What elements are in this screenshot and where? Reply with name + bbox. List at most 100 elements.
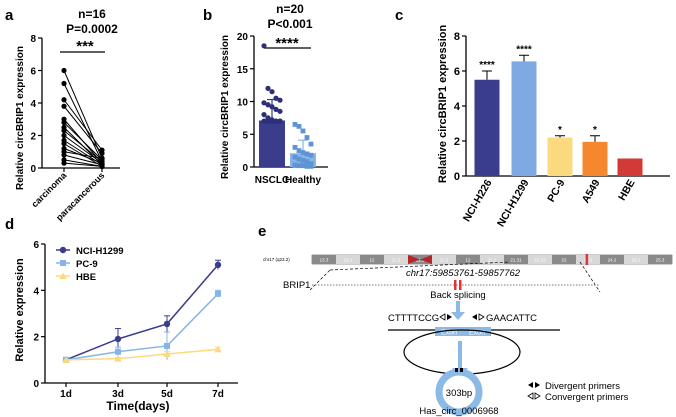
panel-c-sig-0: **** [479, 60, 495, 71]
panel-c-y-tick-label-3: 6 [454, 66, 460, 78]
panel-b-point-1-6 [296, 148, 302, 154]
panel-d-x-tick-label-0: 1d [60, 389, 72, 400]
panel-b-point-0-1 [265, 85, 271, 91]
panel-b-point-0-2 [269, 89, 275, 95]
panel-b-point-0-0 [261, 43, 267, 49]
exon-marker-left [454, 280, 457, 290]
panel-b-point-1-17 [300, 163, 306, 169]
panel-d-marks [62, 259, 222, 364]
panel-b-x-tick-label-1: Healthy [285, 175, 322, 186]
panel-d-line-0 [65, 264, 219, 361]
panel-d-y-tick-label-0: 0 [33, 379, 39, 390]
panel-d-legend: NCI-H1299 PC-9 HBE [56, 246, 124, 283]
panel-a-letter: a [5, 7, 14, 24]
zoom-line-left-lower [309, 269, 331, 291]
panel-b-bar-0 [259, 120, 285, 167]
ideogram-band-2 [360, 255, 384, 264]
divergent-primers-label: Divergent primers [545, 381, 620, 392]
panel-b-point-0-5 [261, 100, 267, 106]
panel-c-x-tick-label-2: PC-9 [545, 177, 567, 204]
panel-b-point-1-11 [296, 156, 302, 162]
arrow-down-icon [451, 301, 465, 320]
panel-b-point-1-5 [292, 144, 298, 150]
panel-b-point-1-18 [304, 163, 310, 169]
panel-a-point-3-1 [99, 150, 105, 156]
panel-b-point-0-8 [273, 106, 279, 112]
panel-d-x-tick-label-2: 5d [161, 389, 173, 400]
panel-d-y-tick-label-2: 4 [33, 286, 39, 297]
ideogram-band-5 [432, 255, 456, 264]
panel-b-point-1-7 [300, 150, 306, 155]
panel-b-y-tick-label-0: 0 [242, 163, 248, 174]
panel-d-point-2-1 [114, 355, 122, 362]
panel-a-point-10-0 [61, 141, 67, 147]
ideogram-band-6 [456, 255, 480, 264]
ideogram-band-label-11: 23.2 [584, 258, 593, 263]
panel-b-point-0-10 [261, 112, 267, 118]
convergent-primer-icon-left [439, 313, 446, 321]
panel-b-point-0-19 [277, 118, 283, 124]
panel-c-y-tick-label-2: 4 [454, 101, 461, 113]
locus-marker [585, 254, 589, 265]
panel-d-x-tick-label-1: 3d [112, 389, 124, 400]
circrna-length: 303bp [446, 388, 472, 399]
panel-b-point-0-15 [261, 118, 267, 124]
panel-b-point-0-9 [277, 108, 283, 114]
panel-a-line-0 [63, 70, 103, 159]
panel-b-x-tick-label-0: NSCLC [255, 175, 289, 186]
panel-b: b n=20 P<0.001 **** Relative circBRIP1 e… [203, 2, 328, 186]
panel-d-legend-label-0: NCI-H1299 [76, 246, 124, 257]
panel-a-n-label: n=16 [78, 7, 106, 21]
panel-a-point-0-0 [61, 67, 67, 74]
panel-b-point-0-7 [269, 104, 275, 110]
panel-b-point-1-8 [304, 151, 310, 157]
panel-a-point-13-0 [61, 152, 67, 158]
primer-mark-b [460, 368, 463, 372]
panel-d-point-0-3 [214, 261, 222, 269]
panel-a-line-11 [63, 148, 103, 164]
panel-e-letter: e [258, 223, 266, 240]
panel-c-sig-3: * [593, 125, 597, 136]
gene-label: BRIP1 [283, 280, 310, 291]
panel-c-x-tick-label-3: A549 [580, 177, 603, 205]
divergent-legend-icon-a [528, 382, 533, 388]
panel-b-point-0-18 [273, 118, 279, 124]
panel-d-point-2-0 [62, 356, 70, 363]
panel-c-sig-1: **** [516, 44, 532, 55]
panel-b-point-0-6 [265, 102, 271, 108]
panel-a-point-15-0 [61, 160, 67, 166]
panel-b-point-1-0 [292, 122, 298, 127]
exon-box-left [435, 327, 463, 336]
panel-c-ylabel: Relative circBRIP1 expression [437, 25, 449, 184]
panel-d-line-1 [65, 293, 219, 361]
panel-a-x-tick-label-0: carcinoma [30, 170, 70, 210]
divergent-primer-icon-left [447, 314, 452, 320]
panel-d: d Relative expression Time(days) 0 2 4 6 1d 3… [5, 216, 238, 413]
panel-d-point-2-3 [214, 345, 222, 353]
ideogram-band-label-13: 25.1 [632, 258, 641, 263]
panel-b-point-0-3 [273, 95, 279, 101]
panel-d-legend-label-2: HBE [76, 272, 96, 283]
panel-a-line-3 [63, 105, 103, 154]
panel-b-y-tick-label-1: 5 [242, 130, 248, 141]
panel-b-point-1-16 [296, 163, 302, 169]
ideogram-band-10 [552, 255, 576, 264]
panel-b-point-1-14 [308, 161, 314, 167]
panel-d-xlabel: Time(days) [106, 399, 169, 413]
exon-label-right: Exon [469, 330, 485, 337]
panel-a-p-label: P=0.0002 [66, 22, 118, 36]
zoom-line-left [329, 261, 511, 271]
panel-b-y-tick-label-2: 10 [237, 98, 249, 109]
panel-a-y-tick-label-0: 0 [30, 164, 36, 175]
panel-c-bar-1 [511, 61, 537, 176]
divergent-primer-icon-right [472, 314, 477, 320]
panel-b-letter: b [203, 7, 212, 24]
panel-a-y-tick-label-4: 8 [30, 34, 36, 45]
panel-c-y-tick-label-0: 0 [454, 171, 460, 183]
panel-d-point-0-1 [114, 335, 122, 343]
panel-d-axes: 0 2 4 6 1d 3d 5d 7d [33, 240, 238, 400]
convergent-legend-icon-a [534, 392, 541, 400]
panel-d-y-tick-label-1: 2 [33, 333, 39, 344]
